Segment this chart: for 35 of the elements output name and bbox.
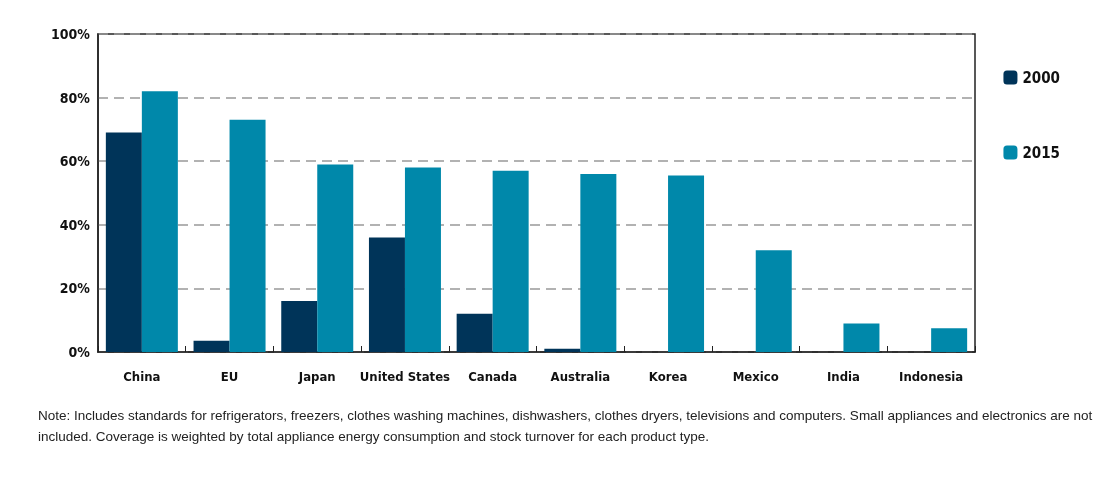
y-tick-label: 20% <box>59 280 91 297</box>
y-tick-label: 60% <box>59 153 91 170</box>
bar <box>281 301 318 352</box>
y-tick-label: 80% <box>59 89 91 106</box>
bar <box>755 250 792 352</box>
bar <box>404 167 441 352</box>
x-tick-label: Mexico <box>732 369 779 384</box>
x-tick-label: India <box>826 369 860 384</box>
bar <box>492 170 529 352</box>
x-tick-label: China <box>123 369 161 384</box>
y-tick-label: 100% <box>51 26 91 42</box>
bar <box>931 328 968 352</box>
x-tick-label: Korea <box>648 369 688 384</box>
x-tick-label: EU <box>220 369 239 384</box>
x-tick-label: Canada <box>468 369 518 384</box>
legend-label: 2000 <box>1022 68 1060 87</box>
x-tick-label: United States <box>359 369 451 384</box>
x-tick-label: Indonesia <box>899 369 964 384</box>
x-tick-label: Japan <box>297 369 336 384</box>
bar <box>580 173 617 352</box>
x-tick-label: Australia <box>550 369 611 384</box>
bar <box>544 348 581 352</box>
bar <box>456 313 493 352</box>
bar <box>668 175 705 352</box>
bar <box>141 91 178 352</box>
bar <box>368 237 405 352</box>
bar <box>193 340 230 352</box>
legend-label: 2015 <box>1022 143 1060 162</box>
bar <box>229 119 266 352</box>
bar <box>105 132 142 352</box>
y-tick-label: 40% <box>59 216 91 233</box>
bar <box>843 323 880 352</box>
bar <box>317 164 354 352</box>
text: Note: Includes standards for refrigerators, freezers, clothes washing machines, dishwashers, clothes dryers, televisions and computers. Small appliances and electronics are not included. Coverage is weighted by total appliance energy consumption and stock turnover for each product type. <box>38 408 1097 444</box>
y-tick-label: 0% <box>68 344 91 360</box>
